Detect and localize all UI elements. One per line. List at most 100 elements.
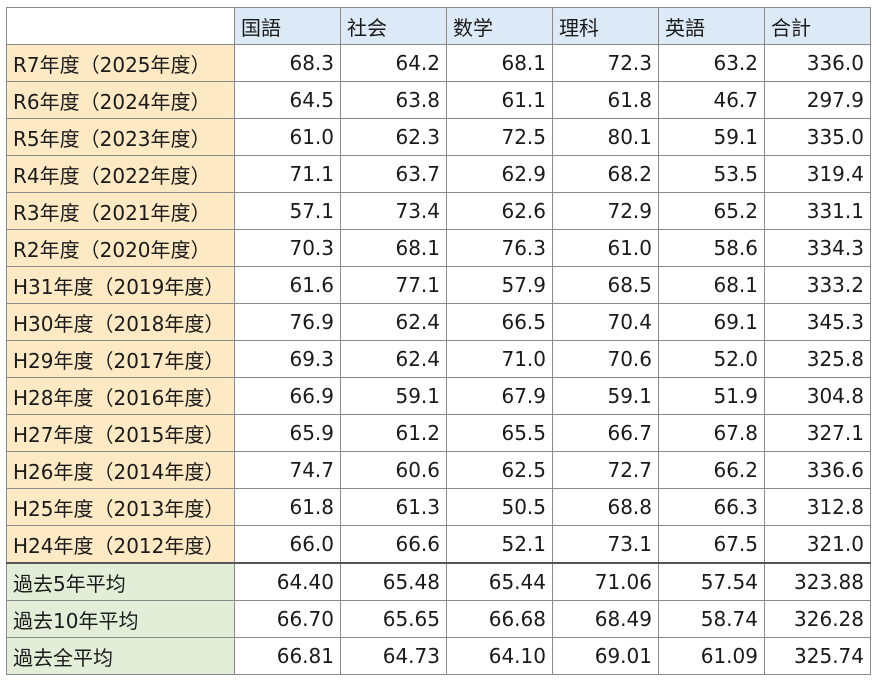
score-cell[interactable]: 66.81 bbox=[234, 637, 341, 675]
score-cell[interactable]: 334.3 bbox=[764, 229, 871, 267]
score-cell[interactable]: 62.9 bbox=[446, 155, 553, 193]
score-cell[interactable]: 59.1 bbox=[552, 377, 659, 415]
score-cell[interactable]: 67.5 bbox=[658, 525, 765, 564]
score-cell[interactable]: 50.5 bbox=[446, 488, 553, 526]
year-row-label[interactable]: H27年度（2015年度） bbox=[6, 414, 235, 452]
score-cell[interactable]: 62.6 bbox=[446, 192, 553, 230]
score-cell[interactable]: 71.06 bbox=[552, 562, 659, 601]
score-cell[interactable]: 59.1 bbox=[340, 377, 447, 415]
score-cell[interactable]: 63.7 bbox=[340, 155, 447, 193]
score-cell[interactable]: 61.0 bbox=[234, 118, 341, 156]
score-cell[interactable]: 70.6 bbox=[552, 340, 659, 378]
score-cell[interactable]: 65.2 bbox=[658, 192, 765, 230]
score-cell[interactable]: 321.0 bbox=[764, 525, 871, 564]
score-cell[interactable]: 64.40 bbox=[234, 562, 341, 601]
score-cell[interactable]: 68.1 bbox=[658, 266, 765, 304]
score-cell[interactable]: 68.3 bbox=[234, 44, 341, 82]
header-shakai[interactable]: 社会 bbox=[340, 7, 447, 45]
score-cell[interactable]: 62.3 bbox=[340, 118, 447, 156]
header-eigo[interactable]: 英語 bbox=[658, 7, 765, 45]
score-cell[interactable]: 333.2 bbox=[764, 266, 871, 304]
score-cell[interactable]: 52.1 bbox=[446, 525, 553, 564]
score-cell[interactable]: 68.5 bbox=[552, 266, 659, 304]
year-row-label[interactable]: H26年度（2014年度） bbox=[6, 451, 235, 489]
average-row-label[interactable]: 過去全平均 bbox=[6, 637, 235, 675]
score-cell[interactable]: 297.9 bbox=[764, 81, 871, 119]
score-cell[interactable]: 62.5 bbox=[446, 451, 553, 489]
score-cell[interactable]: 345.3 bbox=[764, 303, 871, 341]
year-row-label[interactable]: H30年度（2018年度） bbox=[6, 303, 235, 341]
score-cell[interactable]: 61.09 bbox=[658, 637, 765, 675]
score-cell[interactable]: 66.0 bbox=[234, 525, 341, 564]
score-cell[interactable]: 76.3 bbox=[446, 229, 553, 267]
score-cell[interactable]: 68.49 bbox=[552, 600, 659, 638]
score-cell[interactable]: 68.2 bbox=[552, 155, 659, 193]
score-cell[interactable]: 62.4 bbox=[340, 340, 447, 378]
score-cell[interactable]: 61.2 bbox=[340, 414, 447, 452]
score-cell[interactable]: 60.6 bbox=[340, 451, 447, 489]
score-cell[interactable]: 74.7 bbox=[234, 451, 341, 489]
score-cell[interactable]: 66.2 bbox=[658, 451, 765, 489]
header-total[interactable]: 合計 bbox=[764, 7, 871, 45]
score-cell[interactable]: 68.1 bbox=[446, 44, 553, 82]
score-cell[interactable]: 66.7 bbox=[552, 414, 659, 452]
score-cell[interactable]: 72.5 bbox=[446, 118, 553, 156]
score-cell[interactable]: 66.9 bbox=[234, 377, 341, 415]
score-cell[interactable]: 61.1 bbox=[446, 81, 553, 119]
score-cell[interactable]: 325.74 bbox=[764, 637, 871, 675]
score-cell[interactable]: 61.8 bbox=[234, 488, 341, 526]
year-row-label[interactable]: R6年度（2024年度） bbox=[6, 81, 235, 119]
score-cell[interactable]: 67.9 bbox=[446, 377, 553, 415]
score-cell[interactable]: 66.3 bbox=[658, 488, 765, 526]
score-cell[interactable]: 57.1 bbox=[234, 192, 341, 230]
header-rika[interactable]: 理科 bbox=[552, 7, 659, 45]
corner-cell[interactable] bbox=[6, 7, 235, 45]
score-cell[interactable]: 65.9 bbox=[234, 414, 341, 452]
score-cell[interactable]: 80.1 bbox=[552, 118, 659, 156]
score-cell[interactable]: 326.28 bbox=[764, 600, 871, 638]
year-row-label[interactable]: R3年度（2021年度） bbox=[6, 192, 235, 230]
score-cell[interactable]: 335.0 bbox=[764, 118, 871, 156]
score-cell[interactable]: 70.3 bbox=[234, 229, 341, 267]
score-cell[interactable]: 67.8 bbox=[658, 414, 765, 452]
year-row-label[interactable]: R7年度（2025年度） bbox=[6, 44, 235, 82]
score-cell[interactable]: 65.65 bbox=[340, 600, 447, 638]
score-cell[interactable]: 71.0 bbox=[446, 340, 553, 378]
score-cell[interactable]: 69.3 bbox=[234, 340, 341, 378]
score-cell[interactable]: 68.8 bbox=[552, 488, 659, 526]
score-cell[interactable]: 66.70 bbox=[234, 600, 341, 638]
score-cell[interactable]: 65.44 bbox=[446, 562, 553, 601]
score-cell[interactable]: 51.9 bbox=[658, 377, 765, 415]
score-cell[interactable]: 69.01 bbox=[552, 637, 659, 675]
year-row-label[interactable]: H28年度（2016年度） bbox=[6, 377, 235, 415]
score-cell[interactable]: 58.74 bbox=[658, 600, 765, 638]
score-cell[interactable]: 70.4 bbox=[552, 303, 659, 341]
year-row-label[interactable]: R4年度（2022年度） bbox=[6, 155, 235, 193]
score-cell[interactable]: 61.8 bbox=[552, 81, 659, 119]
score-cell[interactable]: 46.7 bbox=[658, 81, 765, 119]
score-cell[interactable]: 63.8 bbox=[340, 81, 447, 119]
score-cell[interactable]: 76.9 bbox=[234, 303, 341, 341]
score-cell[interactable]: 72.3 bbox=[552, 44, 659, 82]
score-cell[interactable]: 59.1 bbox=[658, 118, 765, 156]
score-cell[interactable]: 77.1 bbox=[340, 266, 447, 304]
score-cell[interactable]: 73.4 bbox=[340, 192, 447, 230]
score-cell[interactable]: 57.9 bbox=[446, 266, 553, 304]
year-row-label[interactable]: H31年度（2019年度） bbox=[6, 266, 235, 304]
header-kokugo[interactable]: 国語 bbox=[234, 7, 341, 45]
score-cell[interactable]: 323.88 bbox=[764, 562, 871, 601]
score-cell[interactable]: 72.9 bbox=[552, 192, 659, 230]
year-row-label[interactable]: H24年度（2012年度） bbox=[6, 525, 235, 564]
score-cell[interactable]: 61.3 bbox=[340, 488, 447, 526]
score-cell[interactable]: 52.0 bbox=[658, 340, 765, 378]
score-cell[interactable]: 63.2 bbox=[658, 44, 765, 82]
score-cell[interactable]: 72.7 bbox=[552, 451, 659, 489]
score-cell[interactable]: 65.48 bbox=[340, 562, 447, 601]
score-cell[interactable]: 336.6 bbox=[764, 451, 871, 489]
score-cell[interactable]: 58.6 bbox=[658, 229, 765, 267]
score-cell[interactable]: 336.0 bbox=[764, 44, 871, 82]
score-cell[interactable]: 64.10 bbox=[446, 637, 553, 675]
score-cell[interactable]: 331.1 bbox=[764, 192, 871, 230]
score-cell[interactable]: 64.73 bbox=[340, 637, 447, 675]
score-cell[interactable]: 68.1 bbox=[340, 229, 447, 267]
